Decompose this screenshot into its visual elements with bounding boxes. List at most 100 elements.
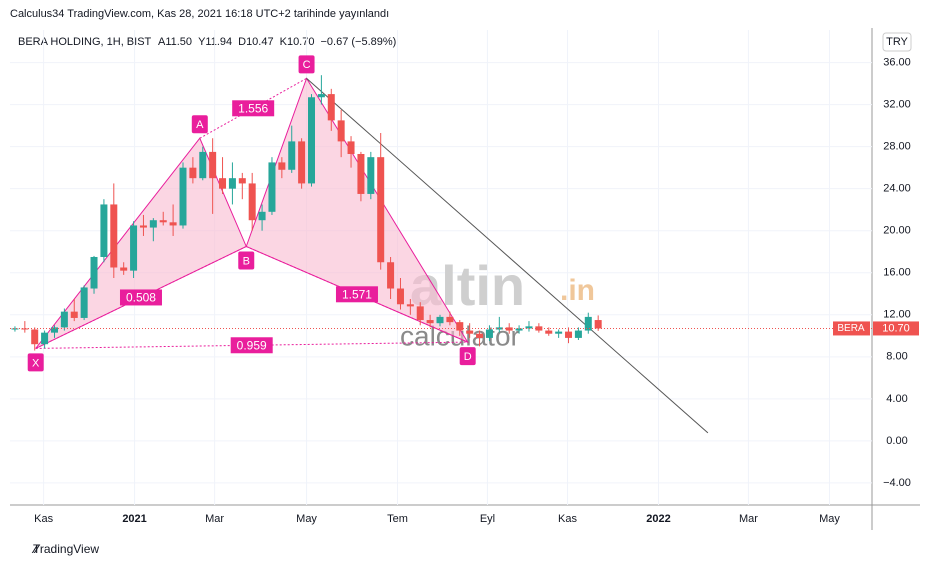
candle-body <box>317 94 325 98</box>
y-tick-label: 28.00 <box>883 141 911 153</box>
point-label: C <box>303 59 311 71</box>
candle-body <box>149 220 157 228</box>
ratio-box <box>232 100 275 117</box>
ohlc-value: K10.70 <box>280 36 315 48</box>
candle-body <box>288 141 296 170</box>
point-box <box>191 115 208 134</box>
point-label: B <box>243 255 250 267</box>
point-label: X <box>32 357 40 369</box>
candle-body <box>555 331 563 334</box>
y-tick-label: 12.00 <box>883 309 911 321</box>
candle-body <box>446 316 454 323</box>
footer-logo: ⁄⁄ <box>31 542 41 556</box>
candle-body <box>298 141 306 184</box>
point-label: D <box>464 351 472 363</box>
y-tick-label: 0.00 <box>886 435 907 447</box>
x-tick-label: 2022 <box>646 513 670 525</box>
candle-body <box>594 320 602 329</box>
candle-body <box>327 94 335 121</box>
candle-body <box>219 178 227 189</box>
y-tick-label: 4.00 <box>886 393 907 405</box>
last-name: BERA <box>837 323 865 334</box>
candle-body <box>139 225 147 228</box>
candle-body <box>228 178 236 189</box>
watermark-suffix: .in <box>560 274 595 307</box>
currency-box <box>882 32 912 52</box>
x-tick-label: Kas <box>34 513 53 525</box>
candle-body <box>584 316 592 331</box>
candle-body <box>565 331 573 338</box>
candle-body <box>308 97 316 184</box>
candle-body <box>377 157 385 263</box>
candle-body <box>406 304 414 307</box>
y-tick-label: −4.00 <box>883 477 911 489</box>
candle-body <box>545 330 553 334</box>
x-tick-label: May <box>819 513 840 525</box>
candle-body <box>505 327 513 331</box>
candle-body <box>90 256 98 289</box>
candle-body <box>209 151 217 179</box>
candle-body <box>387 262 395 289</box>
ratio-label: 0.508 <box>126 291 156 305</box>
point-box <box>298 55 315 74</box>
candle-body <box>347 141 355 155</box>
candle-body <box>41 332 49 345</box>
candle-body <box>515 328 523 331</box>
candle-body <box>100 204 108 257</box>
candle-body <box>80 287 88 318</box>
point-box <box>238 251 255 270</box>
point-box <box>27 353 44 372</box>
candle-body <box>466 330 474 334</box>
candle-body <box>21 328 29 330</box>
candle-body <box>11 328 19 330</box>
last-price-box <box>873 321 919 336</box>
candle-body <box>258 211 266 221</box>
currency: TRY <box>886 36 908 48</box>
candle-body <box>70 311 78 318</box>
x-tick-label: Eyl <box>480 513 495 525</box>
trend-line <box>306 77 709 434</box>
x-tick-label: Kas <box>558 513 577 525</box>
ratio-label: 1.556 <box>238 101 268 115</box>
ohlc-value: A11.50 <box>158 36 192 48</box>
candle-body <box>485 329 493 338</box>
candle-body <box>110 204 118 268</box>
footer-brand: TradingView <box>33 542 99 556</box>
candle-body <box>367 157 375 194</box>
x-tick-label: May <box>296 513 317 525</box>
candle-body <box>248 183 256 221</box>
pattern-fill <box>245 77 469 344</box>
change: −0.67 (−5.89%) <box>320 36 396 48</box>
ratio-label: 1.571 <box>342 287 372 301</box>
candle-body <box>278 162 286 170</box>
candle-body <box>357 154 365 194</box>
last-name-box <box>833 321 870 336</box>
candle-body <box>179 167 187 226</box>
y-tick-label: 32.00 <box>883 99 911 111</box>
y-tick-label: 16.00 <box>883 267 911 279</box>
x-tick-label: Tem <box>387 513 408 525</box>
candle-body <box>169 222 177 226</box>
ratio-box <box>230 337 273 354</box>
ratio-box <box>119 289 162 306</box>
candle-body <box>268 162 276 212</box>
candle-body <box>50 327 58 333</box>
candle-body <box>189 167 197 179</box>
candle-body <box>436 316 444 324</box>
x-tick-label: Mar <box>205 513 224 525</box>
last-price: 10.70 <box>882 322 910 334</box>
ratio-box <box>335 286 378 303</box>
ratio-label: 0.959 <box>237 338 267 352</box>
candle-body <box>238 178 246 184</box>
candle-body <box>416 306 424 321</box>
y-tick-label: 8.00 <box>886 351 907 363</box>
candle-body <box>396 288 404 305</box>
published: Calculus34 TradingView.com, Kas 28, 2021… <box>10 8 389 20</box>
candle-body <box>60 311 68 328</box>
point-label: A <box>196 119 204 131</box>
point-box <box>459 347 476 366</box>
candle-body <box>199 151 207 179</box>
ohlc-value: D10.47 <box>238 36 273 48</box>
candle-body <box>337 120 345 142</box>
